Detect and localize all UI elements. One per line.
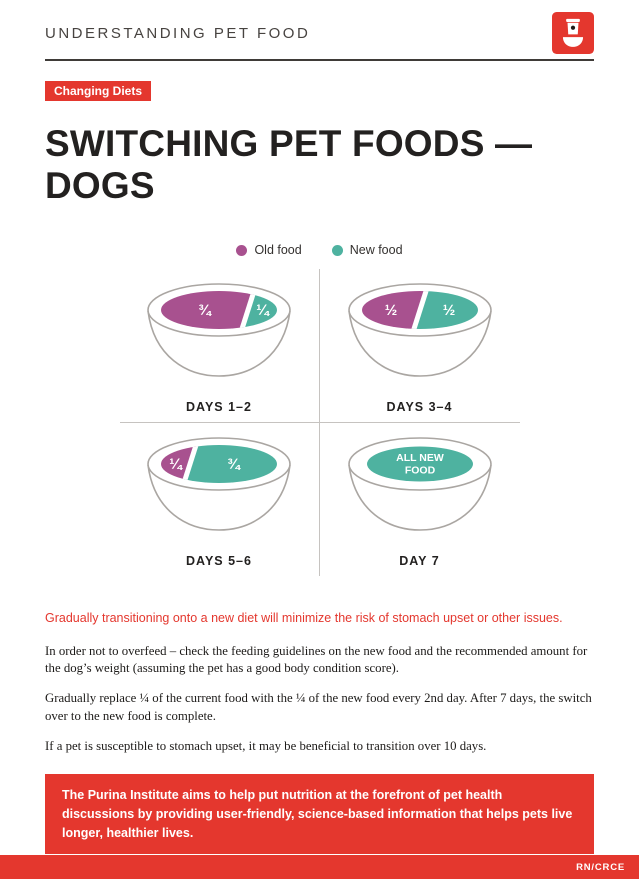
- legend-label-old: Old food: [254, 243, 302, 257]
- bowl-caption: DAY 7: [399, 554, 440, 568]
- bowl-segment-label: ALL NEW: [396, 452, 444, 464]
- pet-food-dispenser-svg: [552, 12, 594, 54]
- body-paragraph-3: If a pet is susceptible to stomach upset…: [45, 739, 487, 754]
- doc-code: RN/CRCE: [576, 861, 625, 873]
- bottom-bar: RN/CRCE: [0, 855, 639, 879]
- bowl-segment-label: FOOD: [404, 465, 435, 477]
- intro-text: Gradually transitioning onto a new diet …: [45, 611, 563, 625]
- bowl-segment-label: ½: [384, 302, 397, 319]
- bowl-segment-label: ¾: [198, 302, 212, 319]
- bowl-segment-label: ¾: [227, 456, 241, 473]
- bowl-caption: DAYS 3–4: [386, 400, 453, 414]
- section-badge: Changing Diets: [45, 81, 152, 101]
- page-header: UNDERSTANDING PET FOOD: [45, 0, 594, 61]
- bowl-segment-label: ½: [442, 302, 455, 319]
- old-food-swatch-icon: [236, 244, 248, 256]
- legend-item-old-food: Old food: [236, 243, 302, 257]
- bowl-caption: DAYS 1–2: [186, 400, 252, 414]
- legend: Old food New food: [45, 243, 594, 257]
- body-paragraph-1: In order not to overfeed – check the fee…: [45, 643, 588, 676]
- body-text: In order not to overfeed – check the fee…: [45, 643, 594, 757]
- legend-item-new-food: New food: [331, 243, 403, 257]
- new-food-swatch-icon: [331, 244, 343, 256]
- body-paragraph-2: Gradually replace ¼ of the current food …: [45, 691, 592, 724]
- bowl-caption: DAYS 5–6: [186, 554, 252, 568]
- page-title: SWITCHING PET FOODS — DOGS: [45, 123, 533, 206]
- callout-box: The Purina Institute aims to help put nu…: [45, 774, 594, 855]
- pet-food-dispenser-icon: [552, 12, 594, 54]
- kicker-title: UNDERSTANDING PET FOOD: [45, 25, 311, 42]
- bowl-segment-label: ¼: [169, 456, 183, 473]
- legend-label-new: New food: [349, 243, 403, 257]
- bowl-panel-day-7: ALL NEW FOOD DAY 7: [320, 423, 520, 576]
- bowl-segment-label: ¼: [256, 302, 270, 319]
- bowl-diagram-day-7: ALL NEW FOOD: [340, 431, 500, 548]
